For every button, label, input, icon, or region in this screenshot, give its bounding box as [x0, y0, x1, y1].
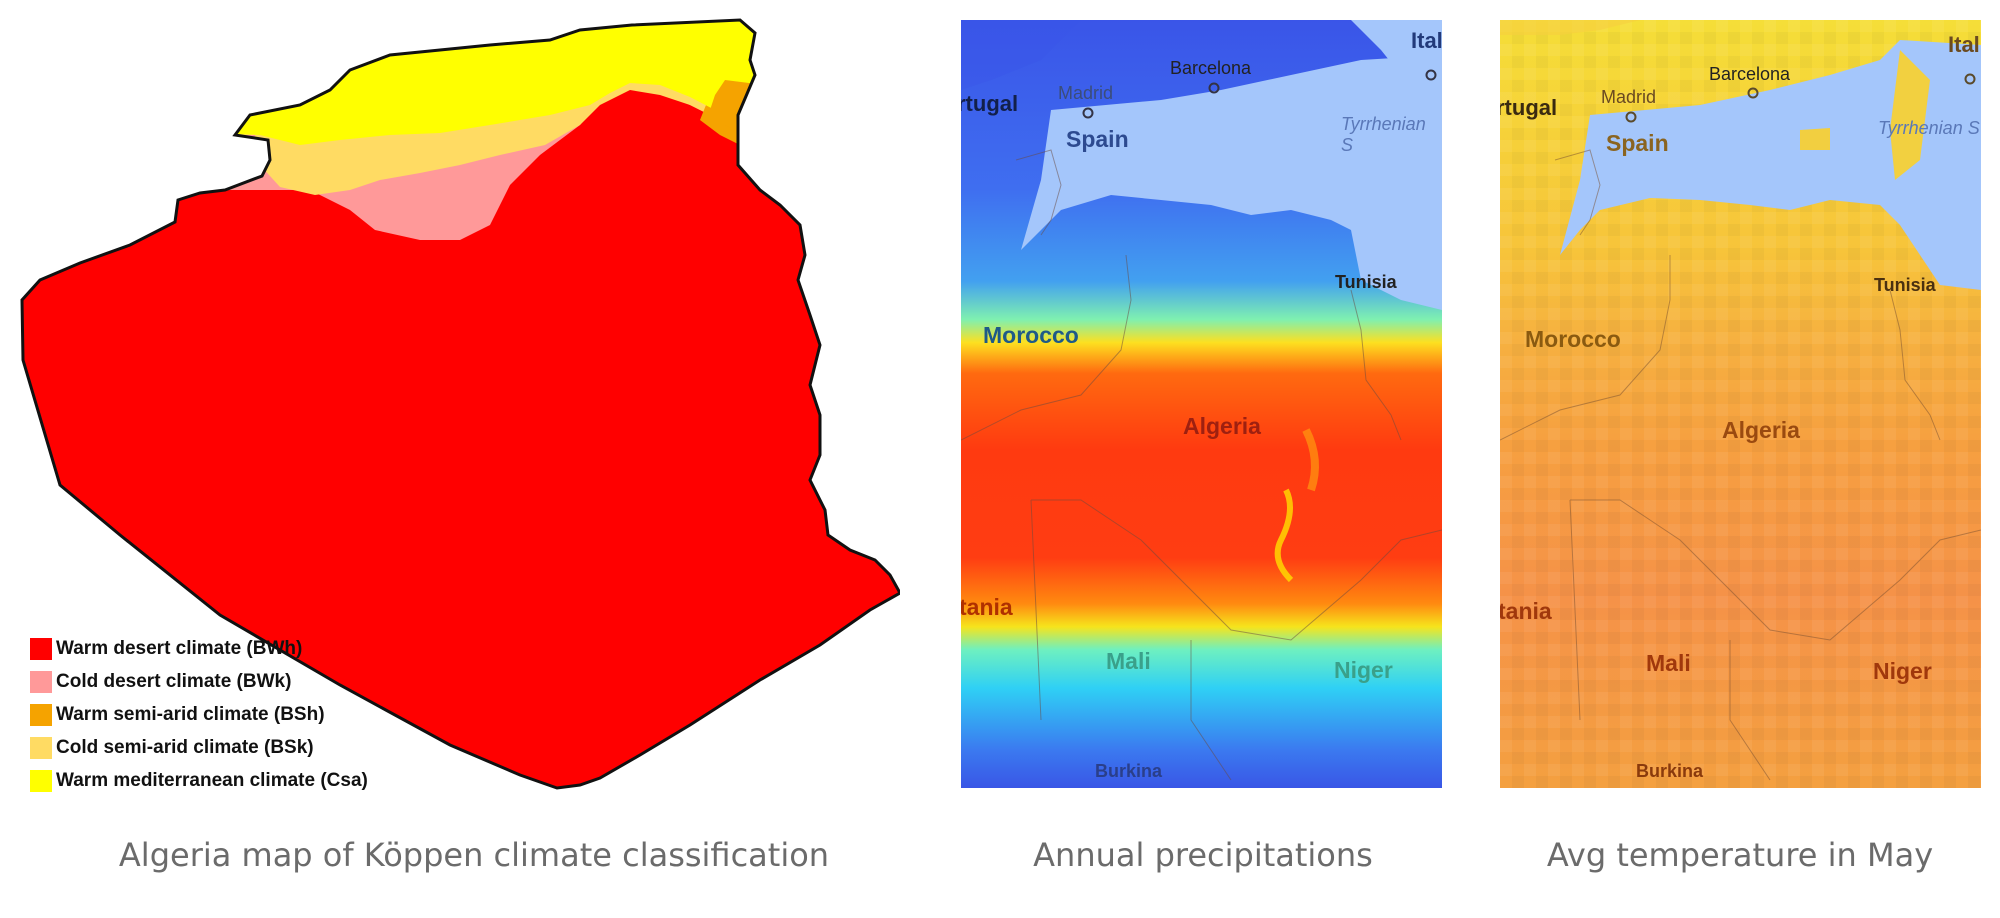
legend-swatch [30, 637, 52, 660]
label-portugal: rtugal [961, 91, 1019, 116]
temperature-map: rtugal Madrid Barcelona Ital Spain Tyrrh… [1500, 20, 1981, 788]
temp-label-layer: rtugal Madrid Barcelona Ital Spain Tyrrh… [1500, 20, 1981, 788]
legend-item: Cold semi-arid climate (BSk) [30, 731, 368, 764]
label-mali: Mali [1106, 648, 1151, 674]
label-morocco: Morocco [983, 322, 1079, 348]
mediterranean-sea [1560, 40, 1981, 290]
rome-marker [1964, 73, 1976, 85]
madrid-marker [1082, 107, 1094, 119]
algeria-climate-map-svg [20, 18, 900, 790]
label-italy: Ital [1411, 28, 1442, 53]
label-burkina: Burkina [1636, 761, 1704, 781]
iberia-north-strip [1500, 20, 1640, 35]
climate-legend: Warm desert climate (BWh) Cold desert cl… [30, 632, 368, 797]
label-spain: Spain [1066, 126, 1129, 152]
label-madrid: Madrid [1058, 83, 1114, 103]
legend-item: Warm mediterranean climate (Csa) [30, 764, 368, 797]
label-niger: Niger [1873, 658, 1932, 684]
label-barcelona: Barcelona [1709, 64, 1791, 84]
tassili-highlands [1302, 428, 1319, 492]
precip-label-layer: rtugal Madrid Barcelona Ital Spain Tyrrh… [961, 20, 1442, 788]
madrid-marker [1625, 111, 1637, 123]
zone-warm-mediterranean [22, 20, 900, 145]
caption-precipitation: Annual precipitations [1033, 836, 1373, 874]
mediterranean-sea [1021, 55, 1442, 310]
barcelona-marker [1747, 87, 1759, 99]
label-tunisia: Tunisia [1335, 272, 1397, 292]
precipitation-map: rtugal Madrid Barcelona Ital Spain Tyrrh… [961, 20, 1442, 788]
label-algeria: Algeria [1183, 413, 1261, 439]
temp-city-markers [1625, 73, 1976, 123]
legend-swatch [30, 736, 52, 759]
label-italy: Ital [1948, 32, 1980, 57]
precip-city-markers [1082, 69, 1437, 119]
balearic-sea-patch [1245, 127, 1277, 143]
barcelona-marker [1208, 82, 1220, 94]
label-algeria: Algeria [1722, 417, 1800, 443]
legend-item: Warm desert climate (BWh) [30, 632, 368, 665]
sardinia [1890, 50, 1930, 180]
legend-swatch [30, 670, 52, 693]
label-mali: Mali [1646, 650, 1691, 676]
label-tunisia: Tunisia [1874, 275, 1936, 295]
tyrrhenian-sea [1351, 20, 1442, 75]
label-burkina: Burkina [1095, 761, 1163, 781]
temperature-map-svg [1500, 20, 1981, 788]
caption-temperature: Avg temperature in May [1546, 836, 1934, 874]
koppen-climate-map: Warm desert climate (BWh) Cold desert cl… [20, 15, 900, 795]
caption-koppen: Algeria map of Köppen climate classifica… [118, 836, 830, 874]
legend-label: Cold semi-arid climate (BSk) [56, 736, 314, 758]
rome-marker [1425, 69, 1437, 81]
hoggar-highlands [1274, 488, 1294, 583]
country-borders [961, 149, 1442, 781]
label-barcelona: Barcelona [1170, 58, 1252, 78]
legend-label: Warm semi-arid climate (BSh) [56, 703, 325, 725]
label-spain: Spain [1606, 130, 1669, 156]
legend-swatch [30, 769, 52, 792]
label-madrid: Madrid [1601, 87, 1657, 107]
legend-label: Warm desert climate (BWh) [56, 637, 303, 659]
balearic-islands [1800, 128, 1830, 150]
legend-item: Warm semi-arid climate (BSh) [30, 698, 368, 731]
label-morocco: Morocco [1525, 326, 1621, 352]
label-mauritania: tania [961, 594, 1013, 620]
legend-item: Cold desert climate (BWk) [30, 665, 368, 698]
label-tyrrhenian: Tyrrhenian S [1341, 114, 1426, 155]
legend-swatch [30, 703, 52, 726]
label-tyrrhenian: Tyrrhenian S [1878, 118, 1980, 138]
label-portugal: rtugal [1500, 95, 1558, 120]
country-borders [1500, 149, 1981, 781]
label-niger: Niger [1334, 657, 1393, 683]
precipitation-map-svg [961, 20, 1442, 788]
legend-label: Warm mediterranean climate (Csa) [56, 769, 368, 791]
legend-label: Cold desert climate (BWk) [56, 670, 292, 692]
iberia-highlands [961, 20, 1081, 90]
label-mauritania: tania [1500, 598, 1552, 624]
